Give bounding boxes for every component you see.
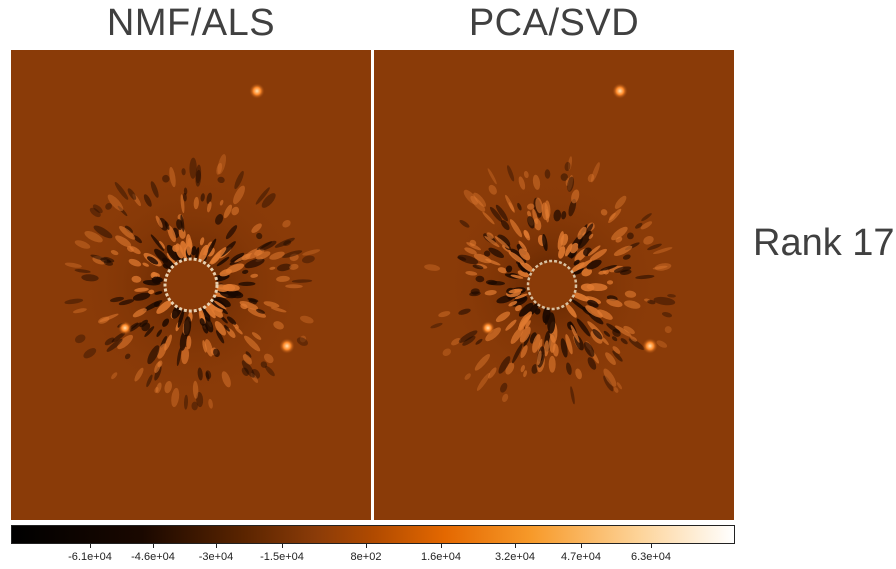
colorbar-tick — [153, 544, 154, 548]
nmf-residual-image — [11, 50, 371, 520]
nmf-image-panel — [11, 50, 371, 520]
colorbar-tick — [651, 544, 652, 548]
colorbar-tick — [216, 544, 217, 548]
colorbar-tick — [90, 544, 91, 548]
colorbar-tick-label: 6.3e+04 — [630, 551, 672, 563]
colorbar-tick-label: 3.2e+04 — [494, 551, 536, 563]
panel-title-pca: PCA/SVD — [468, 2, 640, 44]
pca-residual-image — [374, 50, 734, 520]
colorbar — [11, 525, 735, 544]
colorbar-tick — [515, 544, 516, 548]
colorbar-tick-label: -4.6e+04 — [131, 551, 175, 563]
point-source — [279, 338, 295, 354]
colorbar-tick-label: 4.7e+04 — [560, 551, 602, 563]
rank-label: Rank 17 — [753, 222, 895, 264]
point-source — [118, 321, 132, 335]
colorbar-tick — [282, 544, 283, 548]
point-source — [249, 83, 265, 99]
point-source — [481, 321, 495, 335]
panel-title-nmf: NMF/ALS — [106, 2, 276, 44]
colorbar-tick-label: 8e+02 — [350, 551, 382, 563]
colorbar-tick-label: -1.5e+04 — [260, 551, 304, 563]
colorbar-tick-label: -6.1e+04 — [68, 551, 112, 563]
colorbar-tick — [366, 544, 367, 548]
colorbar-tick — [581, 544, 582, 548]
pca-image-panel — [374, 50, 734, 520]
colorbar-tick — [441, 544, 442, 548]
colorbar-tick-label: 1.6e+04 — [420, 551, 462, 563]
colorbar-tick-label: -3e+04 — [198, 551, 234, 563]
point-source — [612, 83, 628, 99]
point-source — [642, 338, 658, 354]
